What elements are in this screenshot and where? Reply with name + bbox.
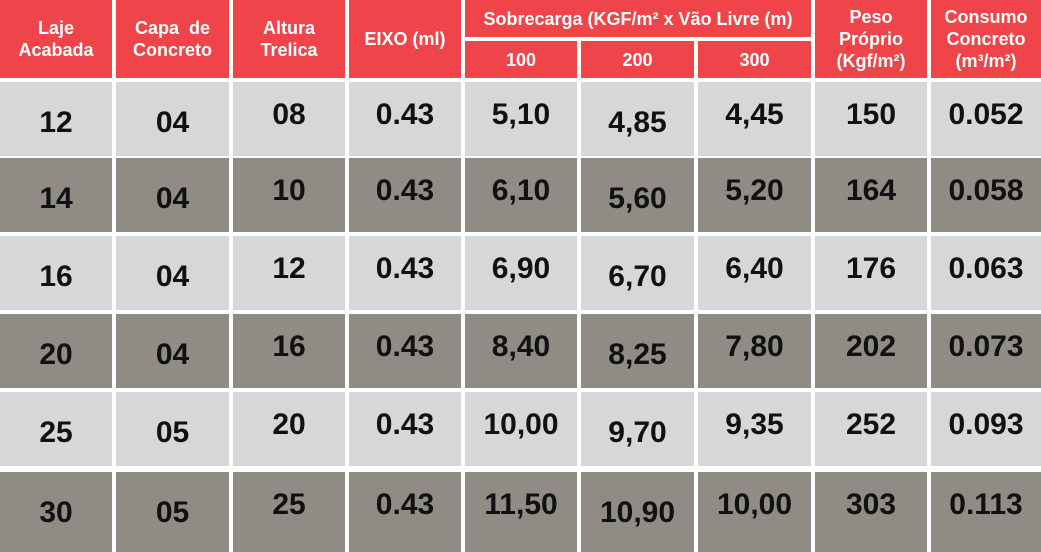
cell-consumo: 0.063	[931, 236, 1041, 310]
cell-s100: 10,00	[465, 392, 577, 466]
cell-eixo: 0.43	[349, 236, 461, 310]
cell-altura: 12	[233, 236, 345, 310]
cell-capa: 04	[116, 236, 229, 310]
header-capa-concreto: Capa de Concreto	[116, 0, 229, 78]
header-altura-line1: Altura	[262, 18, 315, 38]
cell-eixo: 0.43	[349, 82, 461, 156]
cell-consumo: 0.093	[931, 392, 1041, 466]
cell-altura: 08	[233, 82, 345, 156]
cell-laje: 12	[0, 82, 112, 156]
cell-capa: 04	[116, 314, 229, 388]
cell-s300: 7,80	[698, 314, 811, 388]
cell-s300: 4,45	[698, 82, 811, 156]
cell-peso: 150	[815, 82, 927, 156]
cell-capa: 04	[116, 82, 229, 156]
cell-peso: 252	[815, 392, 927, 466]
header-laje-acabada: Laje Acabada	[0, 0, 112, 78]
header-sobrecarga-label: Sobrecarga (KGF/m² x Vão Livre (m)	[483, 8, 793, 29]
header-consumo-line3: (m³/m²)	[955, 51, 1017, 71]
cell-consumo: 0.073	[931, 314, 1041, 388]
cell-altura: 20	[233, 392, 345, 466]
cell-capa: 05	[116, 472, 229, 552]
header-peso-line1: Peso	[849, 7, 893, 27]
header-peso-line3: (Kgf/m²)	[836, 51, 906, 71]
header-consumo-line2: Concreto	[946, 29, 1026, 49]
cell-laje: 30	[0, 472, 112, 552]
cell-s200: 6,70	[581, 236, 694, 310]
cell-peso: 202	[815, 314, 927, 388]
header-laje-line2: Acabada	[18, 40, 94, 60]
cell-altura: 25	[233, 472, 345, 552]
cell-laje: 16	[0, 236, 112, 310]
header-sub-200-label: 200	[622, 49, 653, 70]
cell-eixo: 0.43	[349, 472, 461, 552]
header-sub-100-label: 100	[505, 49, 537, 70]
cell-s200: 4,85	[581, 82, 694, 156]
cell-s100: 11,50	[465, 472, 577, 552]
header-capa-line1: Capa de	[134, 18, 211, 38]
cell-consumo: 0.113	[931, 472, 1041, 552]
header-peso-line2: Próprio	[838, 29, 903, 49]
header-capa-line2: Concreto	[132, 40, 212, 60]
cell-s100: 6,90	[465, 236, 577, 310]
header-sobrecarga: Sobrecarga (KGF/m² x Vão Livre (m)	[465, 0, 811, 37]
cell-consumo: 0.058	[931, 158, 1041, 232]
cell-peso: 303	[815, 472, 927, 552]
cell-laje: 14	[0, 158, 112, 232]
cell-peso: 176	[815, 236, 927, 310]
header-sub-300: 300	[698, 41, 811, 78]
cell-s100: 5,10	[465, 82, 577, 156]
cell-altura: 10	[233, 158, 345, 232]
cell-s200: 8,25	[581, 314, 694, 388]
cell-s200: 10,90	[581, 472, 694, 552]
cell-s300: 10,00	[698, 472, 811, 552]
header-altura-line2: Trelica	[260, 40, 318, 60]
cell-altura: 16	[233, 314, 345, 388]
header-consumo-concreto: Consumo Concreto (m³/m²)	[931, 0, 1041, 78]
cell-peso: 164	[815, 158, 927, 232]
header-laje-line1: Laje	[37, 18, 75, 38]
cell-consumo: 0.052	[931, 82, 1041, 156]
cell-s200: 5,60	[581, 158, 694, 232]
cell-s100: 6,10	[465, 158, 577, 232]
header-sub-100: 100	[465, 41, 577, 78]
cell-s200: 9,70	[581, 392, 694, 466]
cell-laje: 20	[0, 314, 112, 388]
cell-capa: 05	[116, 392, 229, 466]
header-sub-200: 200	[581, 41, 694, 78]
cell-capa: 04	[116, 158, 229, 232]
header-eixo-label: EIXO (ml)	[364, 29, 446, 49]
header-consumo-line1: Consumo	[944, 7, 1028, 27]
cell-laje: 25	[0, 392, 112, 466]
cell-eixo: 0.43	[349, 392, 461, 466]
cell-s300: 5,20	[698, 158, 811, 232]
header-sub-300-label: 300	[739, 49, 770, 70]
header-altura-trelica: Altura Trelica	[233, 0, 345, 78]
cell-s300: 6,40	[698, 236, 811, 310]
cell-s300: 9,35	[698, 392, 811, 466]
cell-s100: 8,40	[465, 314, 577, 388]
cell-eixo: 0.43	[349, 158, 461, 232]
header-peso-proprio: Peso Próprio (Kgf/m²)	[815, 0, 927, 78]
cell-eixo: 0.43	[349, 314, 461, 388]
header-eixo: EIXO (ml)	[349, 0, 461, 78]
